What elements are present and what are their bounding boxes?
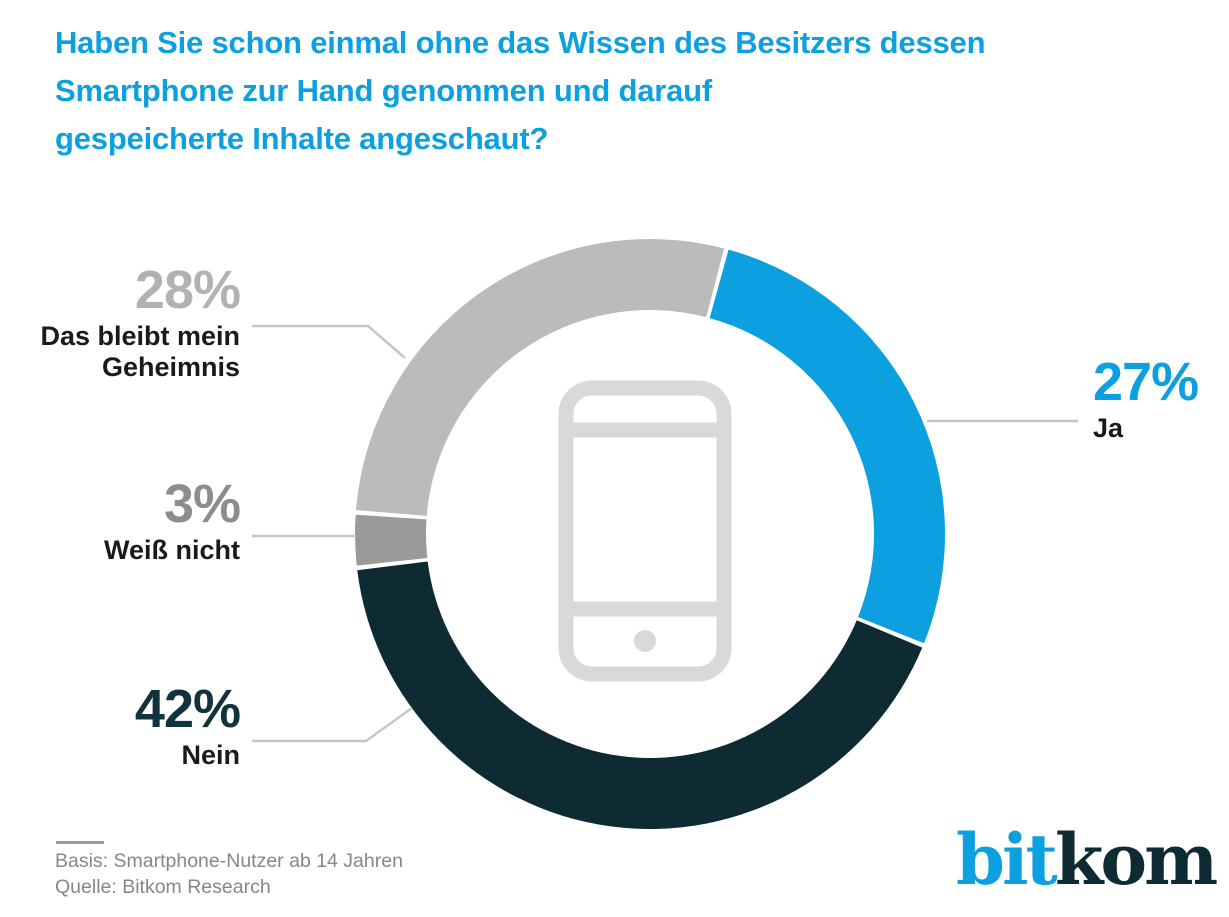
label-weiss-nicht: Weiß nicht — [103, 535, 240, 565]
page-title: Haben Sie schon einmal ohne das Wissen d… — [55, 19, 1095, 163]
leader-line-geheimnis — [252, 324, 406, 359]
donut-slices — [355, 238, 945, 830]
footer-basis: Basis: Smartphone-Nutzer ab 14 Jahren — [55, 850, 403, 872]
leader-line-nein — [252, 706, 413, 743]
percent-ja: 27% — [1093, 352, 1199, 412]
percent-weiss-nicht: 3% — [163, 474, 241, 534]
callout-weiss-nicht: 3% Weiß nicht — [0, 474, 241, 566]
donut-slice-nein — [357, 561, 923, 830]
label-ja: Ja — [1093, 413, 1124, 443]
callout-geheimnis: 28% Das bleibt mein Geheimnis — [0, 260, 241, 383]
donut-slice-ja — [709, 249, 945, 644]
callout-ja: 27% Ja — [1093, 354, 1229, 444]
title-line-1: Haben Sie schon einmal ohne das Wissen d… — [55, 25, 986, 60]
label-geheimnis-line-2: Geheimnis — [101, 352, 240, 382]
smartphone-home-button — [634, 630, 656, 652]
label-geheimnis-line-1: Das bleibt mein — [40, 321, 240, 351]
footer-divider — [56, 841, 104, 844]
footer: Basis: Smartphone-Nutzer ab 14 Jahren Qu… — [55, 848, 403, 900]
bitkom-logo: bitkom — [956, 825, 1218, 895]
footer-quelle: Quelle: Bitkom Research — [55, 876, 271, 898]
percent-geheimnis: 28% — [134, 260, 241, 320]
smartphone-icon — [558, 380, 732, 682]
logo-part-kom: kom — [1054, 818, 1218, 901]
label-geheimnis: Das bleibt mein Geheimnis — [0, 321, 240, 383]
callout-nein: 42% Nein — [0, 679, 241, 771]
donut-slice-geheimnis — [355, 238, 725, 516]
logo-part-bit: bit — [956, 818, 1058, 901]
donut-slice-weiss-nicht — [355, 514, 428, 566]
title-line-2: Smartphone zur Hand genommen und darauf — [55, 73, 713, 108]
percent-nein: 42% — [134, 679, 241, 739]
title-line-3: gespeicherte Inhalte angeschaut? — [55, 121, 549, 156]
leader-lines — [252, 324, 1078, 743]
smartphone-body — [558, 380, 732, 682]
label-nein: Nein — [181, 740, 240, 770]
